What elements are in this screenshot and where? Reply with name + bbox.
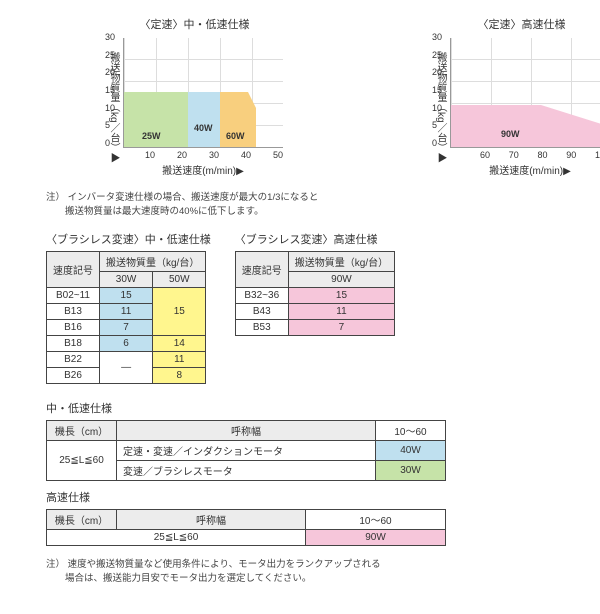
note-motor-select: 注） 速度や搬送物質量など使用条件により、モータ出力をランクアップされる 場合は… — [46, 556, 584, 584]
plot-area: 90W — [450, 38, 600, 148]
region-label-40w: 40W — [194, 123, 213, 133]
note-inverter: 注） インバータ変速仕様の場合、搬送速度が最大の1/3になると 搬送物質量は最大… — [46, 189, 584, 217]
x-axis-label: 搬送速度(m/min)▶ — [450, 162, 600, 177]
region-label-90w: 90W — [501, 129, 520, 139]
table-brushless-midlow: 〈ブラシレス変速〉中・低速仕様 速度記号 搬送物質量（kg/台） 30W 50W… — [46, 231, 211, 384]
y-ticks: 051015202530 — [105, 32, 115, 148]
region-label-25w: 25W — [142, 131, 161, 141]
y-ticks: 051015202530 — [432, 32, 442, 148]
chart-constant-high: 〈定速〉高速仕様 搬送物質量（kg／台）▶ 051015202530 90W 6… — [373, 16, 600, 177]
chart-title: 〈定速〉高速仕様 — [478, 16, 566, 32]
x-ticks: 1020304050 — [123, 150, 283, 160]
x-ticks: 60708090100 — [450, 150, 600, 160]
table-motor-high: 高速仕様 機長（cm） 呼称幅 10～60 25≦L≦60 90W — [46, 489, 584, 546]
region-label-60w: 60W — [226, 131, 245, 141]
x-axis-label: 搬送速度(m/min)▶ — [123, 162, 283, 177]
chart-title: 〈定速〉中・低速仕様 — [140, 16, 250, 32]
table-brushless-high: 〈ブラシレス変速〉高速仕様 速度記号 搬送物質量（kg/台） 90W B32~3… — [235, 231, 395, 336]
plot-area: 25W 40W 60W — [123, 38, 283, 148]
chart-constant-midlow: 〈定速〉中・低速仕様 搬送物質量（kg／台）▶ 051015202530 25W… — [46, 16, 343, 177]
table-motor-midlow: 中・低速仕様 機長（cm） 呼称幅 10～60 25≦L≦60 定速・変速／イン… — [46, 400, 584, 481]
